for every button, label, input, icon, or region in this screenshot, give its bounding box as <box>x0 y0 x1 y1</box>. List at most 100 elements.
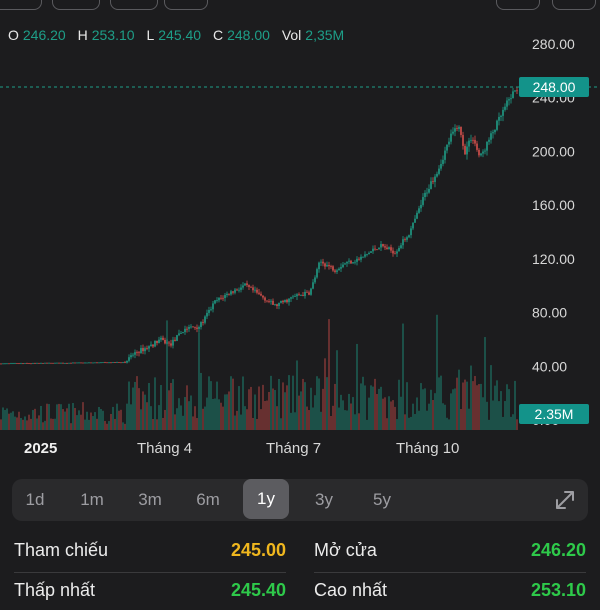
candle-body <box>280 300 282 303</box>
range-6m[interactable]: 6m <box>196 490 220 509</box>
candle-body <box>260 293 262 296</box>
volume-bar <box>44 420 46 430</box>
range-1y[interactable]: 1y <box>243 479 289 519</box>
toolbar-button-2[interactable] <box>52 0 100 10</box>
candle-body <box>394 253 396 255</box>
candle-body <box>344 263 346 265</box>
volume-bar <box>144 394 146 430</box>
candle-body <box>152 344 154 347</box>
candle-body <box>320 261 322 263</box>
volume-bar <box>468 408 470 430</box>
candle-body <box>192 326 194 328</box>
candle-body <box>338 268 340 271</box>
volume-bar <box>508 389 510 430</box>
candle-body <box>270 300 272 302</box>
stat-open: Mở cửa 246.20 <box>314 540 586 573</box>
candle-body <box>196 327 198 329</box>
range-3m[interactable]: 3m <box>138 490 162 509</box>
toolbar-button-5[interactable] <box>496 0 540 10</box>
volume-bar <box>42 422 44 430</box>
y-tick-label: 160.00 <box>532 197 575 213</box>
range-1m[interactable]: 1m <box>80 490 104 509</box>
volume-bar <box>26 420 28 430</box>
volume-bar <box>76 415 78 430</box>
candle-body <box>478 149 480 156</box>
candle-body <box>318 262 320 270</box>
candle-body <box>274 304 276 306</box>
candle-body <box>116 362 118 363</box>
candle-body <box>88 362 90 364</box>
volume-bar <box>504 401 506 430</box>
candle-body <box>304 291 306 297</box>
volume-bar <box>268 391 270 430</box>
candle-body <box>132 354 134 356</box>
volume-bar <box>270 375 272 430</box>
range-1d[interactable]: 1d <box>25 490 45 509</box>
range-5y[interactable]: 5y <box>373 490 391 509</box>
volume-bar <box>62 409 64 430</box>
expand-icon[interactable] <box>554 489 576 511</box>
volume-bar <box>22 419 24 430</box>
volume-bar <box>172 379 174 430</box>
volume-bar <box>514 380 516 430</box>
volume-bar <box>174 414 176 430</box>
candle-body <box>200 322 202 328</box>
candle-body <box>8 363 10 365</box>
volume-bar <box>196 418 198 430</box>
volume-bar <box>476 385 478 430</box>
volume-bar <box>334 383 336 430</box>
candle-body <box>428 188 430 193</box>
toolbar-button-4[interactable] <box>164 0 208 10</box>
candle-body <box>372 248 374 252</box>
volume-bar <box>134 381 136 430</box>
candle-body <box>380 244 382 248</box>
volume-bar <box>100 409 102 430</box>
candle-body <box>126 360 128 363</box>
volume-value: 2,35M <box>305 27 345 43</box>
last-price-tag: 248.00 <box>519 76 589 97</box>
candle-body <box>64 363 66 364</box>
y-tick-label: 40.00 <box>532 358 567 374</box>
volume-bar <box>18 411 20 430</box>
range-3y[interactable]: 3y <box>315 490 333 509</box>
top-toolbar <box>0 0 600 14</box>
candle-body <box>356 258 358 262</box>
candle-body <box>140 348 142 354</box>
candle-body <box>492 132 494 134</box>
candle-body <box>442 159 444 164</box>
toolbar-button-1[interactable] <box>0 0 42 10</box>
volume-bar <box>510 416 512 430</box>
candle-body <box>464 145 466 155</box>
candle-body <box>306 291 308 293</box>
candle-body <box>414 218 416 223</box>
volume-bar <box>368 397 370 430</box>
price-chart[interactable]: 280.00240.00200.00160.00120.0080.0040.00… <box>0 30 600 435</box>
volume-bar <box>162 417 164 430</box>
candle-body <box>286 299 288 303</box>
volume-bar <box>102 410 104 430</box>
volume-bar <box>416 397 418 430</box>
candle-body <box>454 128 456 132</box>
volume-bar <box>264 400 266 430</box>
candle-body <box>328 265 330 267</box>
candle-body <box>150 344 152 347</box>
volume-bar <box>262 384 264 430</box>
toolbar-button-6[interactable] <box>552 0 596 10</box>
volume-bar <box>2 407 4 430</box>
candle-body <box>268 301 270 302</box>
candle-body <box>370 251 372 253</box>
candle-body <box>472 139 474 141</box>
volume-bar <box>376 394 378 430</box>
candle-body <box>198 327 200 329</box>
volume-bar <box>0 419 2 430</box>
volume-bar <box>204 406 206 430</box>
volume-bar <box>462 382 464 430</box>
open-value: 246.20 <box>22 27 66 43</box>
candle-body <box>398 247 400 252</box>
toolbar-button-3[interactable] <box>110 0 158 10</box>
candle-body <box>112 362 114 363</box>
candle-body <box>506 100 508 107</box>
volume-bar <box>200 372 202 430</box>
candle-body <box>334 270 336 272</box>
candle-body <box>412 222 414 229</box>
